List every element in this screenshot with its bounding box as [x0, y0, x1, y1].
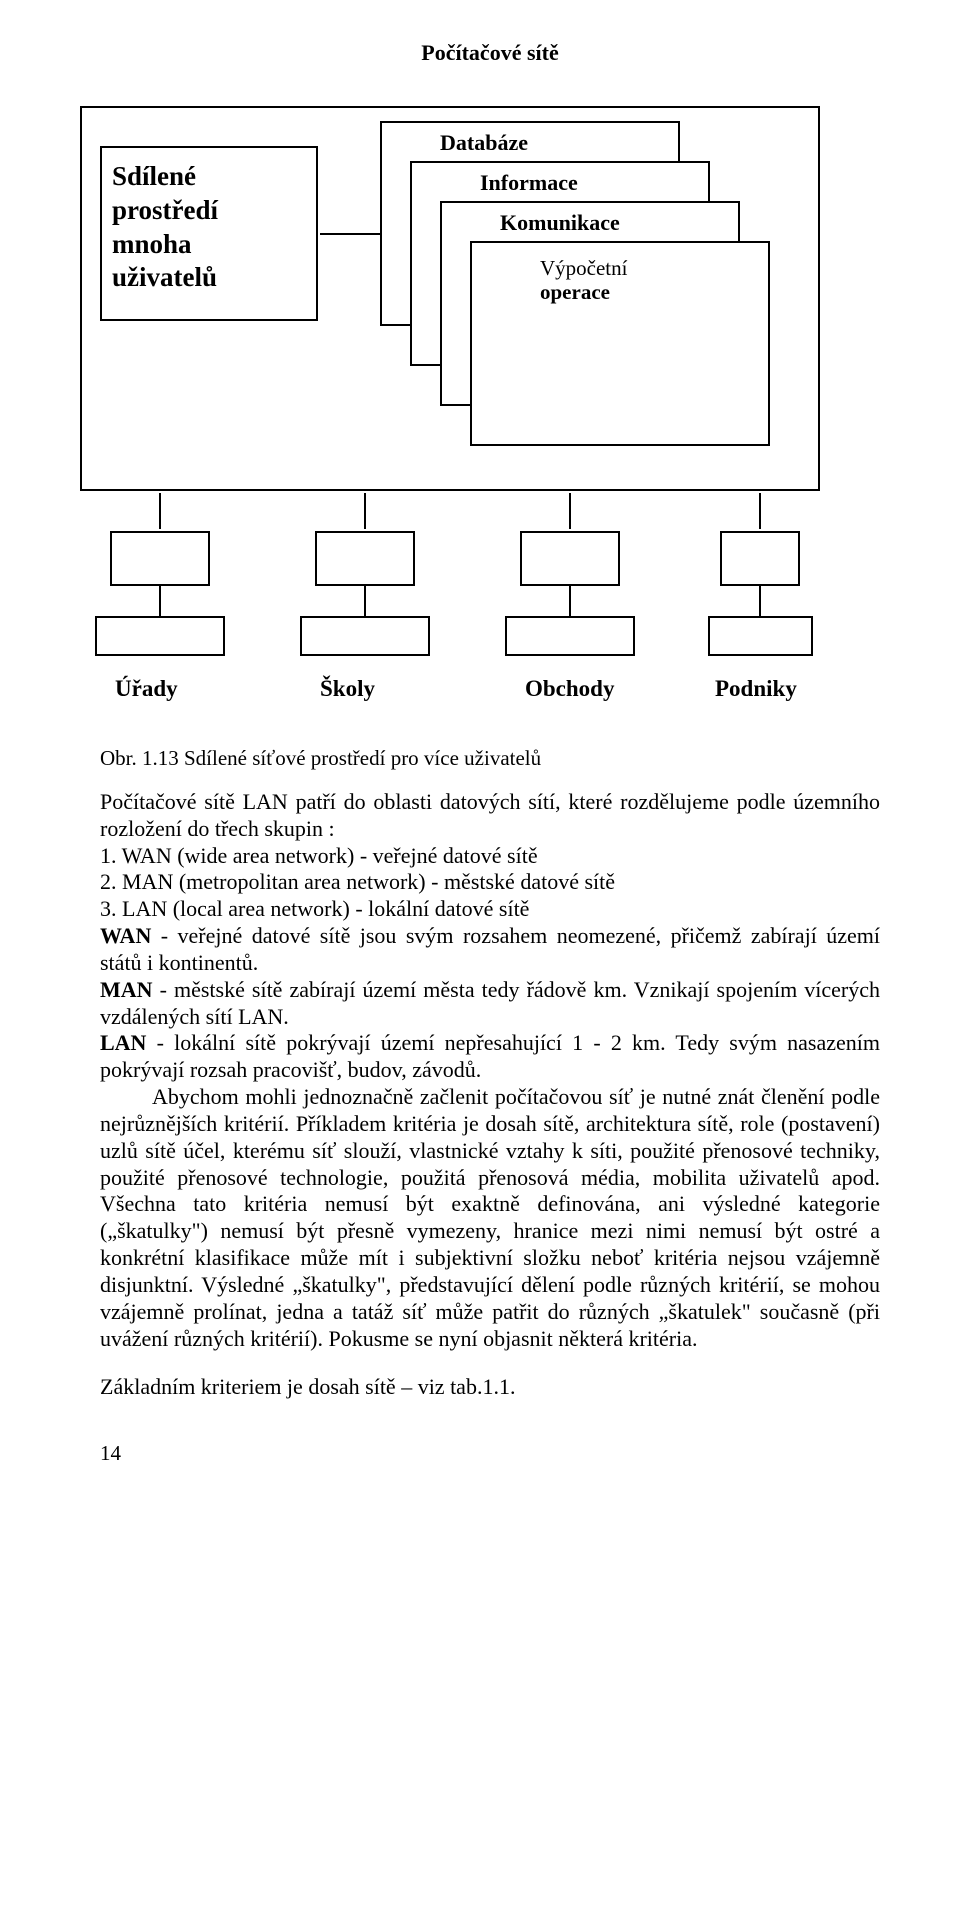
diagram: Sdílenéprostředímnohauživatelů Databáze In…: [80, 86, 840, 736]
network-type-list: 1. WAN (wide area network) - veřejné dat…: [100, 843, 880, 923]
client-bottom-box-3: [708, 616, 813, 656]
intro-paragraph: Počítačové sítě LAN patří do oblasti dat…: [100, 789, 880, 843]
client-mid-connector: [364, 586, 366, 616]
network-type-paragraph: LAN - lokální sítě pokrývají území nepře…: [100, 1030, 880, 1084]
page-number: 14: [100, 1441, 880, 1466]
shared-env-box: Sdílenéprostředímnohauživatelů: [100, 146, 318, 321]
client-label: Školy: [320, 676, 375, 702]
network-type-text: - městské sítě zabírají území města tedy…: [100, 977, 880, 1029]
closing-line: Základním kriteriem je dosah sítě – viz …: [100, 1374, 880, 1401]
shared-to-cards-connector: [320, 233, 380, 235]
figure-caption: Obr. 1.13 Sdílené síťové prostředí pro v…: [100, 746, 880, 771]
list-item: 2. MAN (metropolitan area network) - měs…: [100, 869, 880, 896]
stacked-card-label: Komunikace: [500, 210, 620, 236]
client-mid-connector: [569, 586, 571, 616]
client-top-box-0: [110, 531, 210, 586]
stacked-card-label: Databáze: [440, 130, 528, 156]
network-type-lead: MAN: [100, 977, 153, 1002]
client-mid-connector: [159, 586, 161, 616]
network-type-lead: WAN: [100, 923, 151, 948]
client-label: Obchody: [525, 676, 614, 702]
page-title: Počítačové sítě: [100, 40, 880, 66]
client-mid-connector: [759, 586, 761, 616]
big-to-client-connector: [759, 493, 761, 529]
client-bottom-box-0: [95, 616, 225, 656]
client-top-box-1: [315, 531, 415, 586]
big-to-client-connector: [569, 493, 571, 529]
shared-env-line: mnoha: [112, 228, 306, 262]
network-type-paragraph: MAN - městské sítě zabírají území města …: [100, 977, 880, 1031]
list-item: 3. LAN (local area network) - lokální da…: [100, 896, 880, 923]
shared-env-line: uživatelů: [112, 261, 306, 295]
stacked-card-label: Výpočetníoperace: [540, 256, 627, 304]
big-to-client-connector: [364, 493, 366, 529]
network-type-lead: LAN: [100, 1030, 146, 1055]
network-type-text: - lokální sítě pokrývají území nepřesahu…: [100, 1030, 880, 1082]
network-type-paragraph: WAN - veřejné datové sítě jsou svým rozs…: [100, 923, 880, 977]
client-top-box-2: [520, 531, 620, 586]
client-top-box-3: [720, 531, 800, 586]
client-bottom-box-2: [505, 616, 635, 656]
client-label: Úřady: [115, 676, 178, 702]
client-label: Podniky: [715, 676, 797, 702]
big-to-client-connector: [159, 493, 161, 529]
stacked-card-label: Informace: [480, 170, 578, 196]
shared-env-line: prostředí: [112, 194, 306, 228]
shared-env-line: Sdílené: [112, 160, 306, 194]
criteria-paragraph: Abychom mohli jednoznačně začlenit počít…: [100, 1084, 880, 1352]
criteria-text: Abychom mohli jednoznačně začlenit počít…: [100, 1084, 880, 1350]
client-bottom-box-1: [300, 616, 430, 656]
list-item: 1. WAN (wide area network) - veřejné dat…: [100, 843, 880, 870]
network-type-text: - veřejné datové sítě jsou svým rozsahem…: [100, 923, 880, 975]
